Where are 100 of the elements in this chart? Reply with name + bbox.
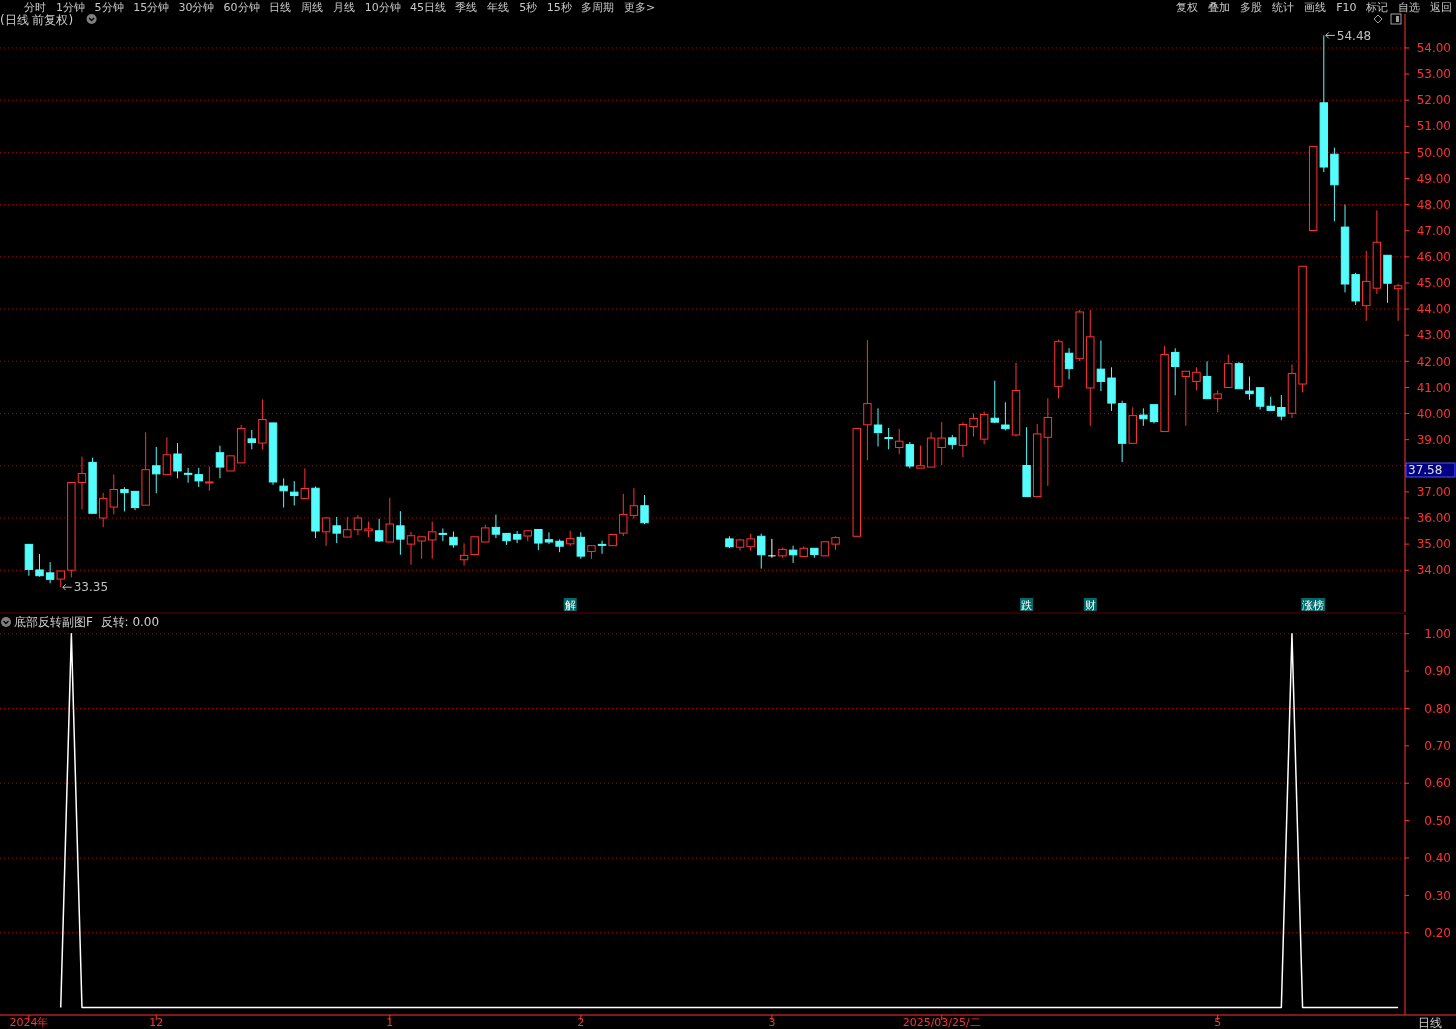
candlestick xyxy=(343,516,352,538)
candlestick xyxy=(1202,360,1212,400)
y-tick-label: 39.00 xyxy=(1416,432,1451,447)
annotation: 解 xyxy=(564,599,576,612)
candlestick xyxy=(905,441,915,469)
candlestick xyxy=(406,531,416,566)
text: F10 xyxy=(1336,1,1357,14)
text: 15分钟 xyxy=(133,1,170,14)
candlestick xyxy=(491,514,501,539)
candlestick xyxy=(417,536,426,560)
candlestick xyxy=(619,493,628,537)
candlestick xyxy=(194,467,203,488)
y-tick-label: 0.30 xyxy=(1424,888,1451,903)
candlestick xyxy=(1001,401,1010,432)
text: 标记 xyxy=(1365,1,1388,14)
y-tick-label: 36.00 xyxy=(1416,511,1451,526)
candlestick xyxy=(512,530,522,544)
text: 更多> xyxy=(624,1,656,14)
y-tick-label: 35.00 xyxy=(1416,537,1451,552)
candlestick xyxy=(1393,283,1403,322)
annotation: 跌 xyxy=(1021,599,1033,612)
candlestick xyxy=(1245,375,1254,401)
candlestick xyxy=(990,380,999,424)
candlestick xyxy=(969,413,978,438)
candlestick xyxy=(1213,389,1222,413)
text: 多周期 xyxy=(581,1,614,14)
y-tick-label: 48.00 xyxy=(1416,197,1451,212)
y-tick-label: 50.00 xyxy=(1416,145,1451,160)
x-tick-label: 2 xyxy=(577,1016,585,1029)
candlestick xyxy=(35,553,44,578)
y-tick-label: 0.70 xyxy=(1424,739,1451,754)
candlestick xyxy=(130,490,140,511)
x-tick-label: 2025/03/25/二 xyxy=(902,1016,981,1029)
candlestick xyxy=(1277,394,1286,421)
candlestick xyxy=(353,514,363,536)
annotation: 33.35 xyxy=(73,580,109,595)
candlestick xyxy=(873,407,883,447)
candlestick xyxy=(321,516,331,547)
candlestick xyxy=(215,445,225,479)
y-tick-label: 37.00 xyxy=(1416,485,1451,500)
text: 10分钟 xyxy=(364,1,401,14)
y-tick-label: 44.00 xyxy=(1416,302,1451,317)
candlestick xyxy=(120,486,129,512)
y-tick-label: 41.00 xyxy=(1416,380,1451,395)
annotation: 涨榜 xyxy=(1302,599,1325,612)
text: 年线 xyxy=(487,1,510,14)
candlestick xyxy=(205,466,214,492)
candlestick xyxy=(428,521,437,560)
text: 多股 xyxy=(1240,1,1263,14)
text: 分时 xyxy=(24,1,46,14)
candlestick xyxy=(916,445,925,469)
y-tick-label: 51.00 xyxy=(1416,119,1451,134)
candlestick xyxy=(332,516,341,544)
candlestick xyxy=(544,531,554,545)
y-tick-label: 43.00 xyxy=(1416,328,1451,343)
text: 5分钟 xyxy=(94,1,124,14)
y-tick-label: 1.00 xyxy=(1424,626,1451,641)
text: 30分钟 xyxy=(178,1,215,14)
x-tick-label: 3 xyxy=(768,1016,776,1029)
candlestick xyxy=(152,446,161,494)
candlestick xyxy=(1096,339,1106,392)
y-tick-label: 40.00 xyxy=(1416,406,1451,421)
text: 60分钟 xyxy=(223,1,260,14)
text: 叠加 xyxy=(1208,1,1231,14)
y-tick-label: 0.40 xyxy=(1424,851,1451,866)
candlestick xyxy=(290,480,299,506)
candlestick xyxy=(247,429,257,450)
y-tick-label: 34.00 xyxy=(1416,563,1451,578)
text: 画线 xyxy=(1304,1,1327,14)
candlestick xyxy=(576,531,586,560)
candlestick xyxy=(757,533,766,570)
text: 日线 xyxy=(1418,1016,1442,1029)
text: 15秒 xyxy=(546,1,572,14)
candlestick xyxy=(597,540,607,555)
y-tick-label: 54.00 xyxy=(1416,41,1451,56)
candlestick xyxy=(45,561,55,584)
candlestick xyxy=(884,427,893,450)
y-tick-label: 0.50 xyxy=(1424,813,1451,828)
candlestick xyxy=(895,428,904,455)
annotation: 54.48 xyxy=(1336,28,1372,43)
text: 37.58 xyxy=(1408,463,1443,478)
y-tick-label: 42.00 xyxy=(1416,354,1451,369)
candlestick xyxy=(1170,347,1180,396)
candlestick xyxy=(162,436,172,476)
candlestick xyxy=(937,421,946,466)
text: 5秒 xyxy=(519,1,538,14)
candlestick xyxy=(385,497,394,543)
text: 统计 xyxy=(1272,1,1295,14)
y-tick-label: 0.80 xyxy=(1424,701,1451,716)
x-tick-label: 12 xyxy=(149,1016,164,1029)
candlestick xyxy=(1224,354,1233,389)
y-tick-label: 0.90 xyxy=(1424,664,1451,679)
candlestick xyxy=(1192,366,1201,391)
x-tick-label: 2024年 xyxy=(9,1016,49,1029)
text: 45日线 xyxy=(410,1,446,14)
candlestick xyxy=(1181,370,1191,427)
x-tick-label: 1 xyxy=(386,1016,394,1029)
annotation: 财 xyxy=(1084,599,1096,612)
y-tick-label: 49.00 xyxy=(1416,171,1451,186)
candlestick xyxy=(863,339,872,461)
